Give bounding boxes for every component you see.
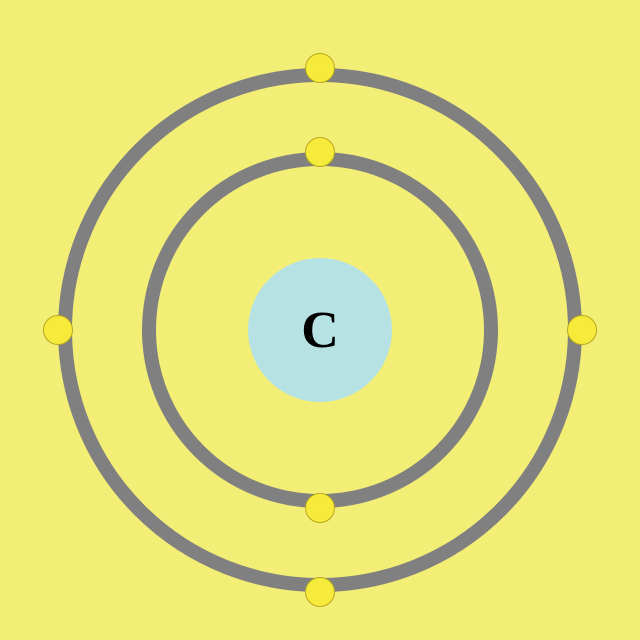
electron-1 bbox=[305, 137, 335, 167]
nucleus: C bbox=[248, 258, 392, 402]
electron-3 bbox=[567, 315, 597, 345]
nucleus-label: C bbox=[301, 301, 339, 360]
electron-2 bbox=[305, 493, 335, 523]
electron-4 bbox=[305, 53, 335, 83]
electron-6 bbox=[305, 577, 335, 607]
electron-5 bbox=[43, 315, 73, 345]
bohr-diagram: C bbox=[0, 0, 640, 640]
